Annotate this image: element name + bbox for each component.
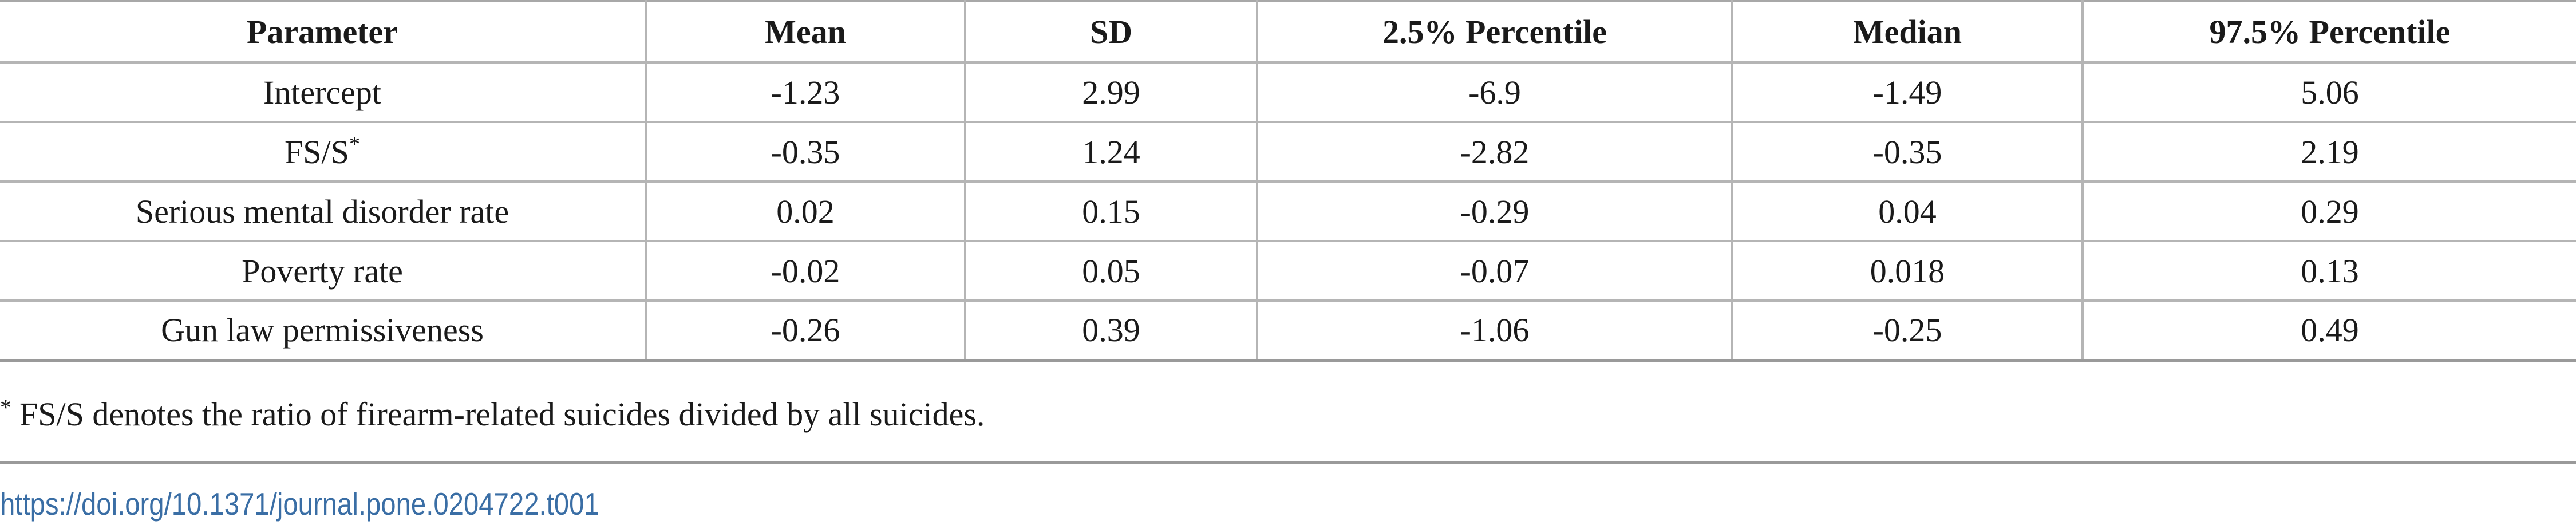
mean-cell: -0.02 [646, 241, 966, 302]
results-table: Parameter Mean SD 2.5% Percentile Median… [0, 0, 2576, 362]
median-cell: 0.018 [1732, 241, 2084, 302]
sd-cell: 1.24 [965, 122, 1258, 183]
header-mean: Mean [646, 0, 966, 64]
parameter-cell: Intercept [0, 62, 647, 123]
parameter-cell: Poverty rate [0, 241, 647, 302]
p2-5-cell: -2.82 [1257, 122, 1733, 183]
parameter-cell: Serious mental disorder rate [0, 181, 647, 242]
table-footnote: * FS/S denotes the ratio of firearm-relat… [0, 394, 985, 433]
table-body: Intercept -1.23 2.99 -6.9 -1.49 5.06 FS/… [0, 62, 2576, 362]
p97-5-cell: 5.06 [2083, 62, 2576, 123]
parameter-label: Poverty rate [242, 252, 403, 290]
sd-cell: 0.39 [965, 301, 1258, 362]
p97-5-cell: 0.49 [2083, 301, 2576, 362]
table-row: Intercept -1.23 2.99 -6.9 -1.49 5.06 [0, 62, 2576, 123]
median-cell: -1.49 [1732, 62, 2084, 123]
sd-cell: 0.15 [965, 181, 1258, 242]
p97-5-cell: 0.29 [2083, 181, 2576, 242]
results-table-container: Parameter Mean SD 2.5% Percentile Median… [0, 0, 2576, 362]
median-cell: 0.04 [1732, 181, 2084, 242]
median-cell: -0.25 [1732, 301, 2084, 362]
header-row: Parameter Mean SD 2.5% Percentile Median… [0, 0, 2576, 64]
p2-5-cell: -0.29 [1257, 181, 1733, 242]
header-median: Median [1732, 0, 2084, 64]
footnote-marker: * [349, 132, 360, 156]
doi-link[interactable]: https://doi.org/10.1371/journal.pone.020… [0, 486, 599, 522]
parameter-label: FS/S [285, 133, 349, 171]
sd-cell: 2.99 [965, 62, 1258, 123]
p97-5-cell: 0.13 [2083, 241, 2576, 302]
table-row: Serious mental disorder rate 0.02 0.15 -… [0, 181, 2576, 242]
mean-cell: -0.26 [646, 301, 966, 362]
header-97-5-percentile: 97.5% Percentile [2083, 0, 2576, 64]
sd-cell: 0.05 [965, 241, 1258, 302]
table-header: Parameter Mean SD 2.5% Percentile Median… [0, 0, 2576, 64]
footnote-text: FS/S denotes the ratio of firearm-relate… [19, 396, 985, 433]
p97-5-cell: 2.19 [2083, 122, 2576, 183]
median-cell: -0.35 [1732, 122, 2084, 183]
p2-5-cell: -0.07 [1257, 241, 1733, 302]
p2-5-cell: -1.06 [1257, 301, 1733, 362]
mean-cell: -0.35 [646, 122, 966, 183]
table-row: Poverty rate -0.02 0.05 -0.07 0.018 0.13 [0, 241, 2576, 302]
table-row: Gun law permissiveness -0.26 0.39 -1.06 … [0, 301, 2576, 362]
parameter-label: Gun law permissiveness [161, 311, 484, 349]
mean-cell: -1.23 [646, 62, 966, 123]
header-2-5-percentile: 2.5% Percentile [1257, 0, 1733, 64]
table-row: FS/S* -0.35 1.24 -2.82 -0.35 2.19 [0, 122, 2576, 183]
mean-cell: 0.02 [646, 181, 966, 242]
parameter-label: Serious mental disorder rate [135, 192, 509, 230]
divider [0, 461, 2576, 464]
parameter-label: Intercept [263, 73, 382, 111]
header-sd: SD [965, 0, 1258, 64]
p2-5-cell: -6.9 [1257, 62, 1733, 123]
parameter-cell: Gun law permissiveness [0, 301, 647, 362]
parameter-cell: FS/S* [0, 122, 647, 183]
footnote-marker: * [0, 394, 11, 420]
header-parameter: Parameter [0, 0, 647, 64]
